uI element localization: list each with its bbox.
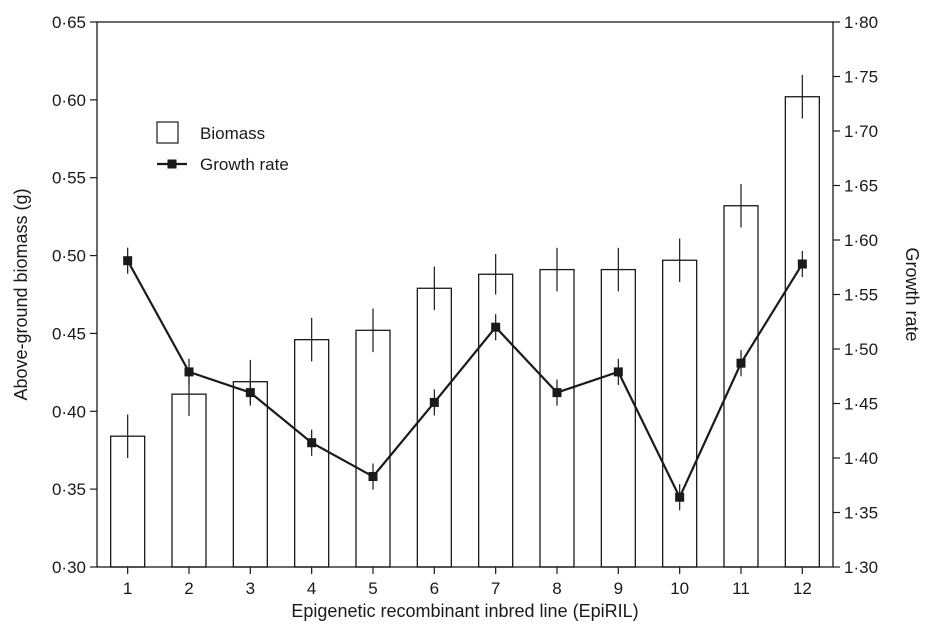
x-tick-label: 2 (184, 579, 193, 598)
y-right-tick-label: 1·60 (844, 231, 878, 250)
y-left-tick-label: 0·60 (52, 91, 86, 110)
y-right-tick-label: 1·30 (844, 558, 878, 577)
bar-biomass-2 (171, 393, 207, 568)
y-right-tick-label: 1·75 (844, 68, 878, 87)
marker-growth-rate-5 (368, 472, 378, 482)
bar-biomass-12 (784, 96, 820, 568)
y-left-tick-label: 0·50 (52, 247, 86, 266)
x-tick-label: 7 (491, 579, 500, 598)
y-left-axis-title: Above-ground biomass (g) (11, 188, 31, 400)
bar-biomass-6 (416, 287, 452, 568)
growth-rate-line (126, 260, 804, 500)
marker-growth-rate-8 (552, 388, 562, 398)
y-left-tick-label: 0·55 (52, 169, 86, 188)
y-right-tick-label: 1·55 (844, 286, 878, 305)
legend-biomass-swatch (156, 121, 179, 144)
x-tick-label: 11 (732, 579, 750, 598)
marker-growth-rate-6 (429, 397, 439, 407)
x-tick-label: 9 (614, 579, 623, 598)
y-left-tick-label: 0·65 (52, 13, 86, 32)
plot-frame (96, 21, 834, 568)
x-tick-label: 5 (368, 579, 377, 598)
axes-layer (90, 21, 840, 574)
y-right-tick-label: 1·50 (844, 340, 878, 359)
bar-biomass-5 (355, 329, 391, 568)
x-tick-label: 8 (552, 579, 561, 598)
marker-growth-rate-4 (307, 438, 317, 448)
bar-biomass-10 (662, 259, 698, 568)
bar-biomass-3 (232, 381, 268, 568)
bar-error-bars-layer (127, 74, 803, 458)
y-right-tick-label: 1·40 (844, 449, 878, 468)
marker-growth-rate-2 (184, 367, 194, 377)
y-right-tick-label: 1·35 (844, 504, 878, 523)
legend-growth-rate-label: Growth rate (200, 155, 289, 174)
y-left-tick-label: 0·45 (52, 324, 86, 343)
x-tick-label: 6 (430, 579, 439, 598)
y-left-tick-label: 0·35 (52, 480, 86, 499)
marker-growth-rate-9 (613, 367, 623, 377)
y-left-tick-label: 0·30 (52, 558, 86, 577)
y-right-tick-label: 1·70 (844, 122, 878, 141)
bars-layer (110, 96, 820, 568)
y-right-tick-label: 1·80 (844, 13, 878, 32)
bar-biomass-8 (539, 268, 575, 568)
legend-growth-rate-marker (167, 159, 177, 169)
bar-biomass-9 (600, 268, 636, 568)
y-right-tick-label: 1·65 (844, 177, 878, 196)
legend-biomass-label: Biomass (200, 124, 265, 143)
bar-biomass-11 (723, 205, 759, 568)
tick-labels-layer: 0·30 0·35 0·40 0·45 0·50 0·55 0·60 0·65 1·30 1·35… (52, 13, 878, 598)
x-tick-label: 1 (123, 579, 132, 598)
x-tick-label: 10 (670, 579, 689, 598)
marker-growth-rate-10 (675, 492, 685, 502)
x-axis-title: Epigenetic recombinant inbred line (EpiR… (291, 601, 638, 621)
marker-growth-rate-7 (491, 322, 501, 332)
growth-line-layer (123, 247, 807, 511)
y-left-tick-label: 0·40 (52, 402, 86, 421)
marker-growth-rate-3 (245, 388, 255, 398)
x-tick-label: 12 (793, 579, 812, 598)
marker-growth-rate-12 (797, 259, 807, 269)
marker-growth-rate-11 (736, 358, 746, 368)
y-right-tick-label: 1·45 (844, 395, 878, 414)
x-tick-label: 4 (307, 579, 316, 598)
marker-growth-rate-1 (123, 256, 133, 266)
legend: Biomass Growth rate (156, 121, 289, 174)
y-right-axis-title: Growth rate (902, 247, 922, 341)
x-tick-label: 3 (246, 579, 255, 598)
